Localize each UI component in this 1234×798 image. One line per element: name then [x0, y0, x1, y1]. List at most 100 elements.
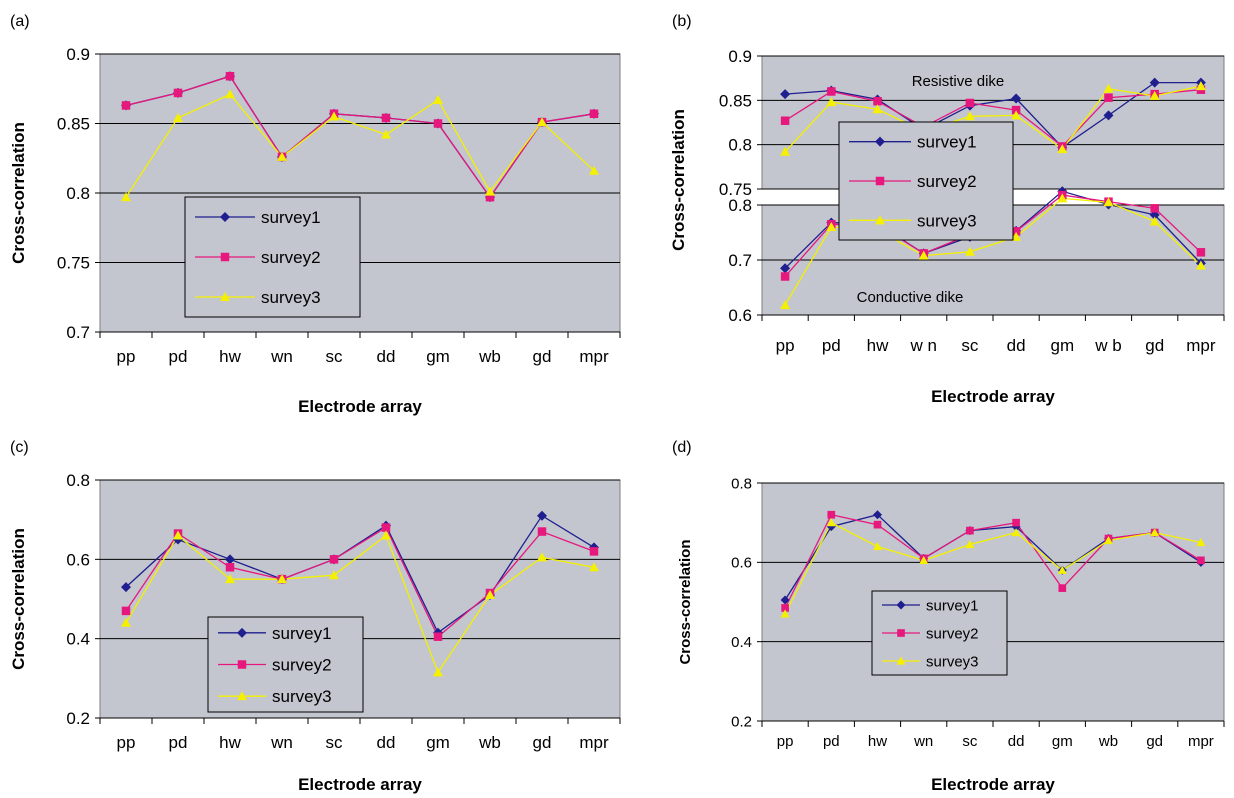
y-tick-label: 0.85	[57, 114, 90, 133]
y-tick-label: 0.6	[728, 306, 752, 325]
data-point-survey2	[966, 526, 974, 535]
x-tick-label: wn	[270, 347, 293, 366]
legend-marker-survey1	[220, 212, 230, 222]
data-point-survey2	[329, 555, 339, 564]
data-point-survey1	[537, 510, 547, 521]
data-point-survey3	[1195, 260, 1206, 270]
data-point-survey3	[964, 111, 975, 121]
y-tick-label: 0.8	[66, 471, 90, 490]
data-point-survey2	[433, 632, 443, 641]
legend-marker-survey1	[237, 627, 247, 638]
x-tick-label: sc	[962, 733, 978, 750]
data-point-survey3	[1057, 565, 1067, 574]
data-point-survey2	[381, 523, 391, 532]
x-axis-title: Electrode array	[931, 775, 1055, 794]
y-tick-label: 0.9	[728, 47, 752, 66]
x-tick-label: hw	[219, 733, 241, 752]
y-tick-label: 0.6	[731, 555, 752, 572]
data-point-survey3	[277, 574, 287, 584]
data-point-survey3	[121, 617, 131, 627]
data-point-survey1	[1103, 110, 1114, 121]
legend-label-survey1: survey1	[926, 597, 979, 614]
data-point-survey3	[1149, 216, 1160, 226]
x-axis-title: Electrode array	[298, 397, 422, 416]
data-point-survey1	[873, 510, 882, 520]
panel-label: (a)	[10, 13, 30, 30]
legend-marker-survey1	[875, 136, 885, 147]
x-tick-label: wn	[270, 733, 293, 752]
data-point-survey3	[873, 541, 882, 551]
data-point-survey2	[589, 547, 599, 556]
series-line-survey2	[784, 513, 1202, 609]
data-point-survey3	[121, 192, 131, 202]
legend-marker-survey3	[896, 656, 906, 665]
x-tick-label: gd	[1145, 336, 1164, 355]
data-point-survey2	[589, 109, 599, 119]
data-point-survey3	[485, 186, 495, 196]
data-point-survey2	[225, 71, 235, 81]
x-tick-label: dd	[377, 347, 396, 366]
x-tick-label: pd	[822, 336, 841, 355]
x-tick-label: wb	[478, 347, 501, 366]
data-point-survey3	[872, 104, 883, 114]
data-point-survey3	[1057, 193, 1068, 203]
data-point-survey3	[173, 530, 183, 540]
legend-marker-survey3	[237, 691, 247, 701]
x-tick-label: pp	[117, 347, 136, 366]
series-line-survey1	[125, 514, 595, 634]
data-point-survey2	[121, 101, 131, 110]
y-tick-label: 0.9	[66, 45, 90, 64]
data-point-survey2	[1196, 248, 1206, 257]
y-axis-title: Cross-correlation	[9, 122, 28, 264]
x-tick-label: sc	[326, 733, 344, 752]
data-point-survey3	[1011, 110, 1022, 120]
data-point-survey3	[1103, 197, 1114, 207]
data-point-survey2	[780, 116, 790, 125]
x-tick-label: wb	[478, 733, 501, 752]
data-point-survey2	[873, 96, 882, 106]
data-point-survey2	[781, 604, 789, 612]
data-point-survey3	[1057, 144, 1068, 154]
x-tick-label: gm	[426, 733, 450, 752]
x-tick-label: sc	[961, 336, 979, 355]
series-line-survey3	[784, 521, 1202, 615]
legend-label-survey3: survey3	[272, 687, 332, 706]
data-point-survey3	[826, 222, 837, 231]
x-tick-label: wb	[1098, 733, 1118, 750]
x-tick-label: mpr	[1186, 336, 1216, 355]
data-point-survey3	[918, 250, 929, 260]
legend-label-survey3: survey3	[261, 288, 321, 307]
legend-marker-survey3	[875, 215, 885, 225]
legend-label-survey2: survey2	[926, 625, 979, 642]
series-line-survey2	[125, 526, 595, 638]
legend-marker-survey2	[220, 252, 230, 262]
data-point-survey2	[121, 606, 131, 616]
data-point-survey1	[1011, 93, 1022, 104]
data-point-survey2	[1012, 518, 1020, 527]
data-point-survey3	[780, 609, 790, 618]
data-point-survey2	[1011, 105, 1021, 115]
series-line-survey1	[785, 81, 1201, 149]
x-tick-label: wn	[913, 733, 933, 750]
data-point-survey3	[277, 151, 287, 161]
legend-marker-survey2	[897, 629, 905, 637]
data-point-survey3	[537, 117, 547, 127]
legend-label-survey2: survey2	[917, 172, 977, 191]
data-point-survey2	[1104, 93, 1113, 102]
data-point-survey3	[1150, 528, 1160, 537]
data-point-survey1	[1149, 77, 1160, 88]
x-tick-label: hw	[868, 733, 887, 750]
data-point-survey2	[1197, 556, 1205, 565]
series-line-survey3	[784, 85, 1202, 153]
legend-label-survey1: survey1	[917, 133, 977, 152]
x-tick-label: dd	[1007, 336, 1026, 355]
y-tick-label: 0.8	[728, 136, 752, 155]
x-tick-label: w b	[1094, 336, 1121, 355]
data-point-survey3	[537, 552, 547, 562]
data-point-survey3	[1196, 538, 1206, 547]
data-point-survey2	[537, 527, 547, 536]
data-point-survey3	[1011, 528, 1021, 537]
legend-marker-survey2	[237, 660, 247, 669]
y-tick-label: 0.75	[57, 253, 90, 272]
